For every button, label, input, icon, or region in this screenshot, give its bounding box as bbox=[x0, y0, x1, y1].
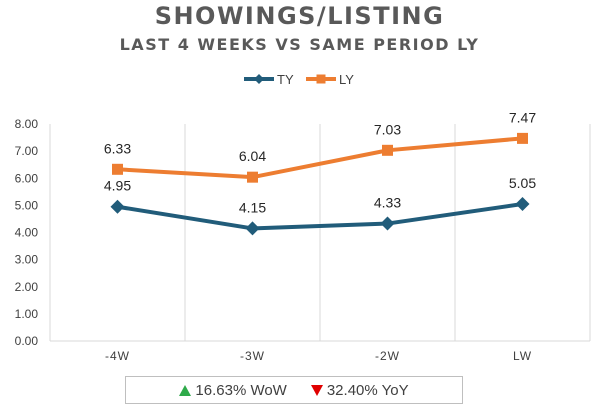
y-tick-label: 0.00 bbox=[15, 334, 39, 348]
y-tick-label: 4.00 bbox=[15, 226, 39, 240]
data-point-ty bbox=[380, 216, 395, 231]
line-chart: 0.00 1.00 2.00 3.00 4.00 5.00 6.00 7.00 8.00 -4W -… bbox=[15, 72, 591, 363]
legend-marker-ty bbox=[254, 74, 264, 84]
data-label-ly: 6.04 bbox=[239, 148, 266, 164]
data-point-ly bbox=[382, 144, 393, 156]
data-label-ty: 5.05 bbox=[509, 175, 536, 191]
legend-label-ty: TY bbox=[277, 72, 294, 87]
x-tick-label: LW bbox=[513, 349, 532, 363]
y-tick-label: 5.00 bbox=[15, 198, 39, 212]
series-line-ty bbox=[117, 202, 523, 231]
change-summary-box: 16.63% WoW 32.40% YoY bbox=[125, 376, 463, 404]
yoy-stat: 32.40% YoY bbox=[295, 382, 409, 399]
x-tick-label: -4W bbox=[105, 349, 130, 363]
data-label-ty: 4.33 bbox=[374, 195, 401, 211]
legend-label-ly: LY bbox=[339, 72, 354, 87]
chart-subtitle: LAST 4 WEEKS VS SAME PERIOD LY bbox=[119, 35, 480, 54]
y-tick-label: 8.00 bbox=[15, 117, 39, 131]
wow-text: 16.63% WoW bbox=[195, 381, 287, 399]
data-label-ty: 4.95 bbox=[104, 178, 131, 194]
data-label-ly: 7.47 bbox=[509, 109, 536, 125]
y-tick-label: 7.00 bbox=[15, 144, 39, 158]
data-point-ly bbox=[517, 132, 528, 144]
y-tick-label: 6.00 bbox=[15, 171, 39, 185]
down-triangle-icon bbox=[310, 384, 323, 396]
legend-marker-ly bbox=[316, 74, 326, 84]
y-tick-label: 3.00 bbox=[15, 253, 39, 267]
y-tick-label: 1.00 bbox=[15, 307, 39, 321]
data-point-ly bbox=[112, 163, 123, 175]
series-line-ly bbox=[117, 136, 523, 180]
chart-title: SHOWINGS/LISTING bbox=[154, 2, 445, 30]
data-point-ly bbox=[247, 171, 258, 183]
y-tick-label: 2.00 bbox=[15, 280, 39, 294]
yoy-text: 32.40% YoY bbox=[326, 381, 409, 399]
data-point-ty bbox=[245, 221, 260, 236]
data-point-ty bbox=[110, 199, 125, 214]
data-label-ly: 7.03 bbox=[374, 121, 401, 137]
data-label-ly: 6.33 bbox=[104, 140, 131, 156]
x-tick-label: -2W bbox=[375, 349, 400, 363]
data-point-ty bbox=[515, 197, 530, 212]
x-tick-label: -3W bbox=[240, 349, 265, 363]
up-triangle-icon bbox=[179, 384, 192, 396]
wow-stat: 16.63% WoW bbox=[179, 381, 287, 399]
data-label-ty: 4.15 bbox=[239, 199, 266, 215]
